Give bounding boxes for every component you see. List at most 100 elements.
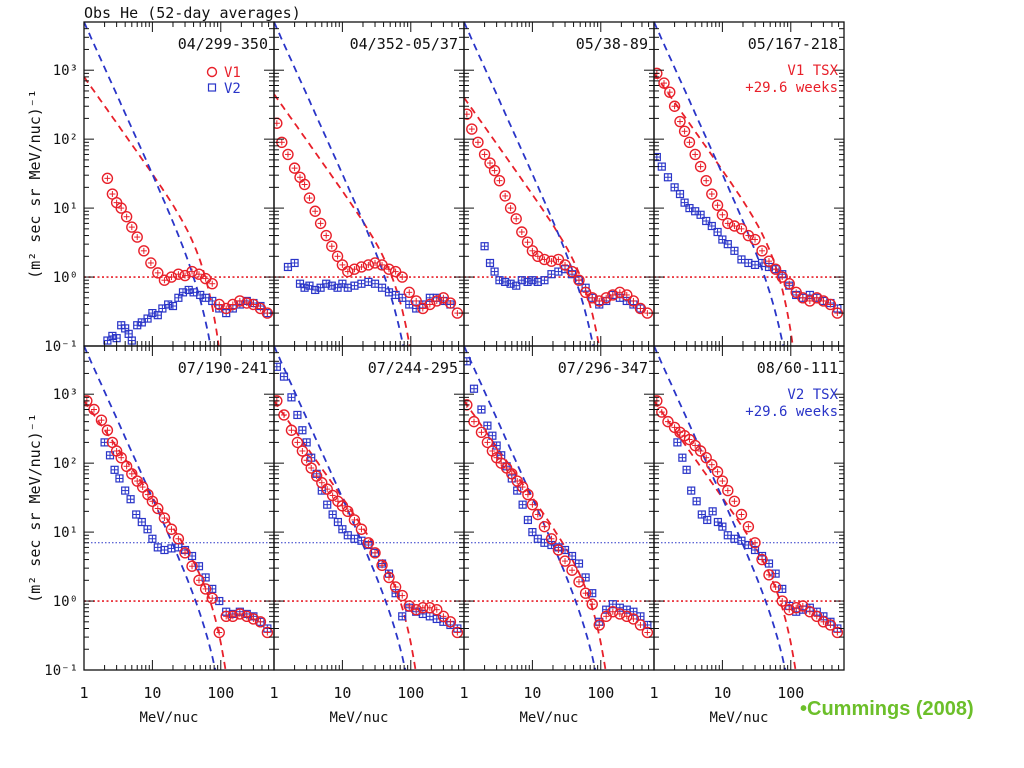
v1-point — [444, 297, 457, 309]
panel-title: 04/299-350 — [178, 35, 268, 53]
y-tick-label: 10² — [53, 456, 78, 472]
v2-point — [682, 465, 691, 474]
v1-point — [136, 481, 149, 493]
v2-point — [350, 281, 359, 290]
v2-point — [121, 486, 130, 495]
v2-point — [110, 465, 119, 474]
v2-point — [290, 258, 299, 268]
v1-point — [678, 125, 691, 137]
model-fit-curve — [464, 97, 600, 346]
v1-point — [254, 616, 267, 628]
v1-point — [716, 209, 729, 221]
v1-point — [484, 157, 496, 169]
v1-point — [776, 595, 788, 607]
v1-point — [700, 174, 712, 187]
v2-point — [328, 510, 337, 519]
v1-point — [206, 592, 218, 604]
v1-point — [431, 603, 443, 616]
v1-point — [152, 502, 164, 515]
v2-point — [137, 517, 146, 527]
v1-point — [291, 436, 304, 449]
y-tick-label: 10⁻¹ — [44, 663, 78, 679]
v1-point — [641, 626, 654, 639]
v1-point — [516, 481, 529, 493]
v2-point — [469, 384, 479, 393]
v1-point — [126, 221, 138, 233]
v1-point — [298, 178, 311, 191]
v1-point — [481, 436, 494, 449]
v1-point — [348, 514, 361, 526]
v1-point — [362, 259, 375, 271]
v1-point — [451, 626, 464, 639]
v2-point — [143, 525, 152, 534]
v1-point — [579, 587, 592, 599]
v1-point — [593, 295, 605, 307]
v1-point — [824, 619, 837, 631]
v2-point — [708, 507, 717, 516]
v2-point — [126, 495, 135, 504]
v1-point — [683, 136, 696, 149]
v1-point — [193, 574, 205, 586]
v2-point — [477, 405, 486, 414]
v2-point — [133, 321, 142, 330]
v1-point — [700, 451, 712, 464]
v2-point — [567, 551, 577, 561]
v2-point — [750, 545, 760, 555]
v2-point — [687, 486, 696, 495]
v2-point — [723, 531, 732, 540]
v1-point — [316, 477, 328, 489]
v2-point — [153, 311, 162, 320]
v1-point — [348, 263, 361, 275]
v2-point — [283, 262, 293, 272]
v2-point — [485, 258, 495, 268]
v2-point — [398, 612, 407, 621]
y-tick-label: 10² — [53, 132, 78, 148]
v1-point — [510, 213, 522, 225]
y-axis-label: (m² sec sr MeV/nuc)⁻¹ — [26, 89, 44, 279]
v1-point — [288, 162, 301, 174]
v1-point — [389, 581, 402, 593]
v2-point — [302, 438, 311, 447]
panel-annotation: +29.6 weeks — [745, 80, 838, 96]
v2-point — [364, 277, 373, 287]
v2-point — [143, 314, 152, 323]
figure-title: Obs He (52-day averages) — [84, 4, 301, 22]
v1-point — [735, 223, 748, 235]
v1-point — [756, 245, 768, 257]
v1-point — [559, 555, 571, 567]
v1-point — [749, 537, 761, 549]
v1-point — [126, 468, 138, 480]
v1-point — [634, 619, 647, 631]
x-axis-label: MeV/nuc — [329, 710, 388, 726]
v1-point — [728, 220, 741, 232]
v1-point — [145, 257, 157, 269]
v1-point — [716, 475, 729, 487]
v1-point — [607, 289, 619, 301]
v2-point — [357, 279, 366, 288]
v2-point — [370, 279, 380, 288]
v2-point — [208, 584, 217, 594]
x-tick-label: 1 — [269, 684, 278, 702]
v2-point — [483, 421, 492, 430]
v2-point — [115, 474, 124, 483]
panel-annotation: V2 TSX — [787, 387, 838, 403]
v1-point — [247, 613, 260, 625]
v2-point — [703, 515, 712, 525]
v2-point — [678, 453, 687, 462]
model-fit-curve — [464, 22, 595, 346]
panel-frame — [273, 345, 465, 671]
v1-point — [314, 217, 327, 230]
v2-point — [718, 235, 727, 244]
v1-point — [115, 202, 127, 214]
panel-title: 07/244-295 — [368, 359, 458, 377]
v2-point — [533, 534, 542, 543]
v1-point — [101, 172, 114, 185]
v1-point — [573, 576, 585, 588]
model-fit-curve — [84, 76, 220, 346]
y-tick-label: 10⁻¹ — [44, 339, 78, 355]
x-axis-label: MeV/nuc — [709, 710, 768, 726]
v1-point — [488, 164, 501, 177]
v2-point — [675, 189, 685, 199]
v1-point — [706, 458, 718, 471]
